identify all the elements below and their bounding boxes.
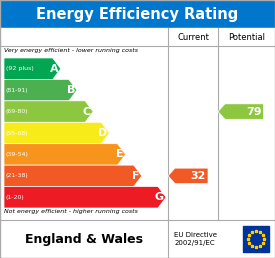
Text: F: F	[132, 171, 140, 181]
Text: E: E	[116, 149, 123, 159]
Text: 79: 79	[246, 107, 262, 117]
Text: (92 plus): (92 plus)	[6, 66, 34, 71]
Text: A: A	[50, 64, 59, 74]
Text: (55-68): (55-68)	[6, 131, 29, 135]
Polygon shape	[4, 58, 61, 79]
Polygon shape	[4, 79, 77, 101]
Text: (69-80): (69-80)	[6, 109, 29, 114]
Text: Energy Efficiency Rating: Energy Efficiency Rating	[36, 6, 239, 21]
Bar	[243, 226, 269, 252]
Text: 32: 32	[191, 171, 206, 181]
Text: England & Wales: England & Wales	[25, 232, 143, 246]
Polygon shape	[4, 144, 125, 165]
Text: (1-20): (1-20)	[6, 195, 25, 200]
Text: B: B	[67, 85, 75, 95]
Text: C: C	[83, 107, 91, 117]
Text: Very energy efficient - lower running costs: Very energy efficient - lower running co…	[4, 48, 138, 53]
Polygon shape	[4, 122, 109, 144]
Text: Current: Current	[177, 33, 209, 42]
Polygon shape	[4, 101, 93, 122]
Text: (21-38): (21-38)	[6, 173, 29, 178]
Text: Potential: Potential	[228, 33, 265, 42]
Polygon shape	[4, 165, 142, 187]
Text: D: D	[98, 128, 107, 138]
Text: G: G	[155, 192, 164, 202]
Text: EU Directive: EU Directive	[174, 232, 216, 238]
Text: (39-54): (39-54)	[6, 152, 29, 157]
Text: 2002/91/EC: 2002/91/EC	[175, 240, 215, 246]
Bar	[0, 28, 275, 46]
Text: (81-91): (81-91)	[6, 88, 29, 93]
Polygon shape	[218, 104, 264, 119]
Polygon shape	[4, 187, 166, 208]
Text: Not energy efficient - higher running costs: Not energy efficient - higher running co…	[4, 209, 138, 214]
Bar	[0, 0, 275, 28]
Polygon shape	[168, 168, 208, 184]
